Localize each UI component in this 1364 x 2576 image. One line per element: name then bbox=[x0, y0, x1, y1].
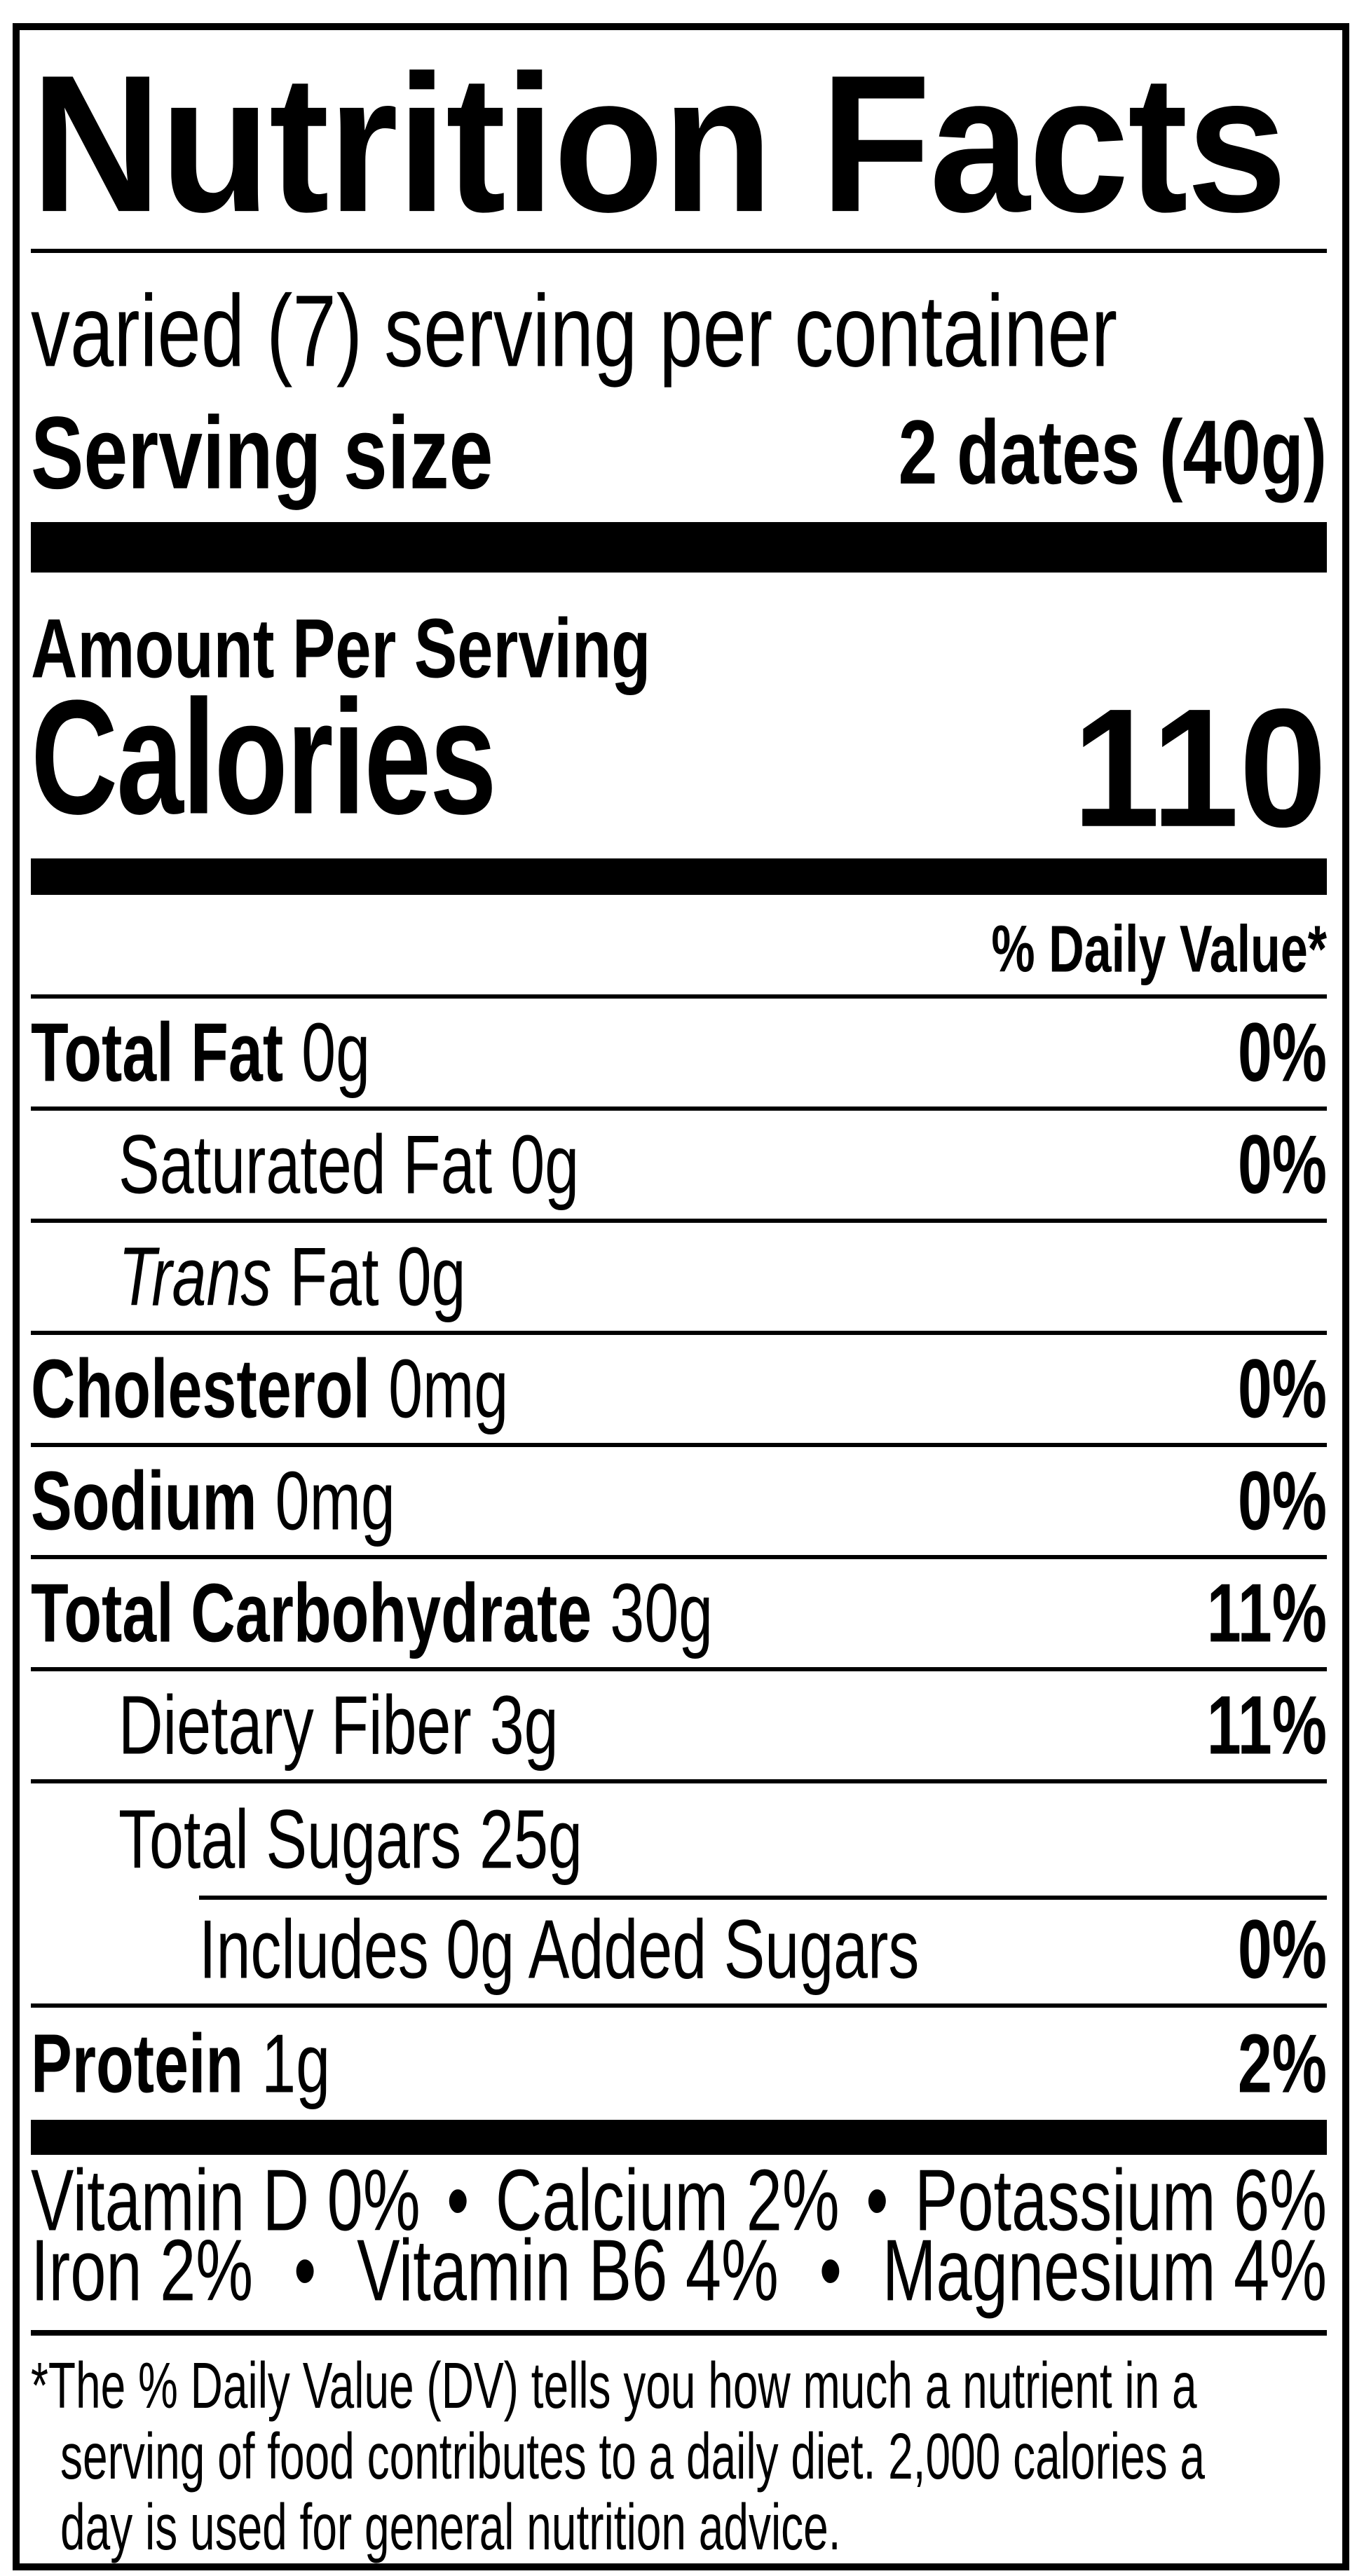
footnote-text: serving of food contributes to a daily d… bbox=[60, 2419, 1205, 2493]
nutrient-name-group: Dietary Fiber 3g bbox=[118, 1677, 559, 1774]
title-row: Nutrition Facts bbox=[31, 30, 1327, 252]
nutrient-row-added-sugars: Includes 0g Added Sugars 0% bbox=[31, 1896, 1327, 2008]
servings-per-container: varied (7) serving per container bbox=[31, 274, 1118, 388]
daily-value-header-text: % Daily Value* bbox=[991, 912, 1327, 986]
nutrient-row-sodium: Sodium 0mg 0% bbox=[31, 1447, 1327, 1559]
nutrient-name-group: Includes 0g Added Sugars bbox=[199, 1901, 919, 1998]
nutrient-amount: 30g bbox=[610, 1566, 714, 1660]
footnote-line: day is used for general nutrition advice… bbox=[31, 2490, 1327, 2563]
nutrient-name: Saturated Fat bbox=[118, 1117, 493, 1212]
nutrient-row-dietary-fiber: Dietary Fiber 3g 11% bbox=[31, 1671, 1327, 1783]
nutrient-daily-value: 2% bbox=[1237, 2016, 1327, 2111]
daily-value-header: % Daily Value* bbox=[31, 895, 1327, 999]
thick-separator-bar-calories bbox=[31, 858, 1327, 895]
bullet-separator: • bbox=[819, 2222, 842, 2320]
nutrient-amount: 0g bbox=[397, 1229, 466, 1324]
nutrient-row-cholesterol: Cholesterol 0mg 0% bbox=[31, 1335, 1327, 1447]
nutrient-name-italic: Trans bbox=[118, 1229, 272, 1324]
footnote-divider bbox=[31, 2330, 1327, 2336]
nutrient-amount: 0g bbox=[301, 1005, 371, 1099]
nutrient-daily-value: 0% bbox=[1237, 1453, 1327, 1548]
nutrient-amount: 3g bbox=[489, 1678, 559, 1772]
nutrient-row-total-fat: Total Fat 0g 0% bbox=[31, 999, 1327, 1111]
calories-label: Calories bbox=[31, 666, 497, 849]
nutrient-amount: 0mg bbox=[275, 1453, 395, 1548]
calories-value: 110 bbox=[1072, 673, 1327, 863]
nutrient-daily-value: 0% bbox=[1237, 1005, 1327, 1099]
thick-separator-bar-bottom bbox=[31, 2120, 1327, 2155]
nutrient-name: Protein bbox=[31, 2016, 244, 2111]
nutrient-row-total-sugars: Total Sugars 25g bbox=[31, 1783, 1327, 1896]
bullet-separator: • bbox=[866, 2152, 889, 2249]
calories-row: Calories 110 bbox=[31, 673, 1327, 863]
nutrient-name-group: Total Fat 0g bbox=[31, 1004, 370, 1101]
nutrient-name: Fat bbox=[289, 1229, 379, 1324]
footnote-line: serving of food contributes to a daily d… bbox=[31, 2419, 1327, 2493]
page-title: Nutrition Facts bbox=[31, 34, 1287, 253]
footnote-text: *The % Daily Value (DV) tells you how mu… bbox=[31, 2348, 1197, 2422]
nutrient-name: Includes 0g Added Sugars bbox=[199, 1902, 920, 1996]
nutrient-amount: 25g bbox=[479, 1792, 582, 1886]
serving-size-value: 2 dates (40g) bbox=[898, 401, 1327, 504]
nutrient-row-trans-fat: Trans Fat 0g bbox=[31, 1223, 1327, 1335]
serving-size-row: Serving size 2 dates (40g) bbox=[31, 381, 1327, 516]
footnote-text: day is used for general nutrition advice… bbox=[60, 2490, 841, 2563]
micronutrient-item: Magnesium 4% bbox=[882, 2222, 1327, 2320]
title-divider bbox=[31, 249, 1327, 253]
micronutrient-item: Potassium 6% bbox=[914, 2152, 1327, 2249]
nutrient-name-group: Saturated Fat 0g bbox=[118, 1116, 579, 1213]
nutrient-name: Cholesterol bbox=[31, 1341, 371, 1436]
micronutrient-item: Iron 2% bbox=[31, 2222, 254, 2320]
nutrient-row-saturated-fat: Saturated Fat 0g 0% bbox=[31, 1111, 1327, 1223]
nutrient-daily-value: 0% bbox=[1237, 1341, 1327, 1436]
nutrient-daily-value: 0% bbox=[1237, 1117, 1327, 1212]
nutrient-name: Dietary Fiber bbox=[118, 1678, 472, 1772]
nutrient-daily-value: 11% bbox=[1206, 1566, 1327, 1660]
thick-separator-bar-top bbox=[31, 522, 1327, 573]
nutrient-name: Sodium bbox=[31, 1453, 257, 1548]
nutrient-daily-value: 0% bbox=[1237, 1902, 1327, 1996]
nutrient-name: Total Fat bbox=[31, 1005, 284, 1099]
nutrient-name: Total Carbohydrate bbox=[31, 1566, 592, 1660]
amount-per-serving-row: Amount Per Serving bbox=[31, 573, 1327, 696]
micronutrient-item: Vitamin B6 4% bbox=[357, 2222, 779, 2320]
nutrient-name-group: Protein 1g bbox=[31, 2015, 330, 2112]
micronutrient-item: Vitamin D 0% bbox=[31, 2152, 421, 2249]
micronutrient-item: Calcium 2% bbox=[495, 2152, 840, 2249]
nutrient-name-group: Trans Fat 0g bbox=[118, 1228, 465, 1325]
bullet-separator: • bbox=[446, 2152, 470, 2249]
nutrient-amount: 0g bbox=[510, 1117, 580, 1212]
bullet-separator: • bbox=[293, 2222, 317, 2320]
amount-per-serving-label: Amount Per Serving bbox=[31, 602, 651, 696]
nutrient-name-group: Cholesterol 0mg bbox=[31, 1341, 508, 1437]
nutrient-name-group: Total Carbohydrate 30g bbox=[31, 1565, 713, 1662]
micronutrients-section: Vitamin D 0% • Calcium 2% • Potassium 6%… bbox=[31, 2152, 1327, 2319]
nutrient-name: Total Sugars bbox=[118, 1792, 462, 1886]
serving-size-label: Serving size bbox=[31, 395, 493, 510]
nutrient-row-protein: Protein 1g 2% bbox=[31, 2008, 1327, 2120]
nutrient-name-group: Sodium 0mg bbox=[31, 1453, 395, 1549]
nutrient-name-group: Total Sugars 25g bbox=[118, 1791, 582, 1888]
micronutrients-line-2: Iron 2% • Vitamin B6 4% • Magnesium 4% bbox=[31, 2222, 1327, 2319]
label-content: Nutrition Facts varied (7) serving per c… bbox=[20, 30, 1342, 2563]
footnote-line: *The % Daily Value (DV) tells you how mu… bbox=[31, 2348, 1327, 2422]
nutrient-row-total-carbohydrate: Total Carbohydrate 30g 11% bbox=[31, 1559, 1327, 1671]
nutrition-facts-label: Nutrition Facts varied (7) serving per c… bbox=[13, 23, 1349, 2570]
servings-row: varied (7) serving per container bbox=[31, 253, 1327, 388]
micronutrients-line-1: Vitamin D 0% • Calcium 2% • Potassium 6% bbox=[31, 2152, 1327, 2249]
footnote: *The % Daily Value (DV) tells you how mu… bbox=[31, 2336, 1327, 2563]
nutrient-daily-value: 11% bbox=[1206, 1678, 1327, 1772]
nutrient-amount: 0mg bbox=[388, 1341, 509, 1436]
nutrient-amount: 1g bbox=[261, 2016, 331, 2111]
